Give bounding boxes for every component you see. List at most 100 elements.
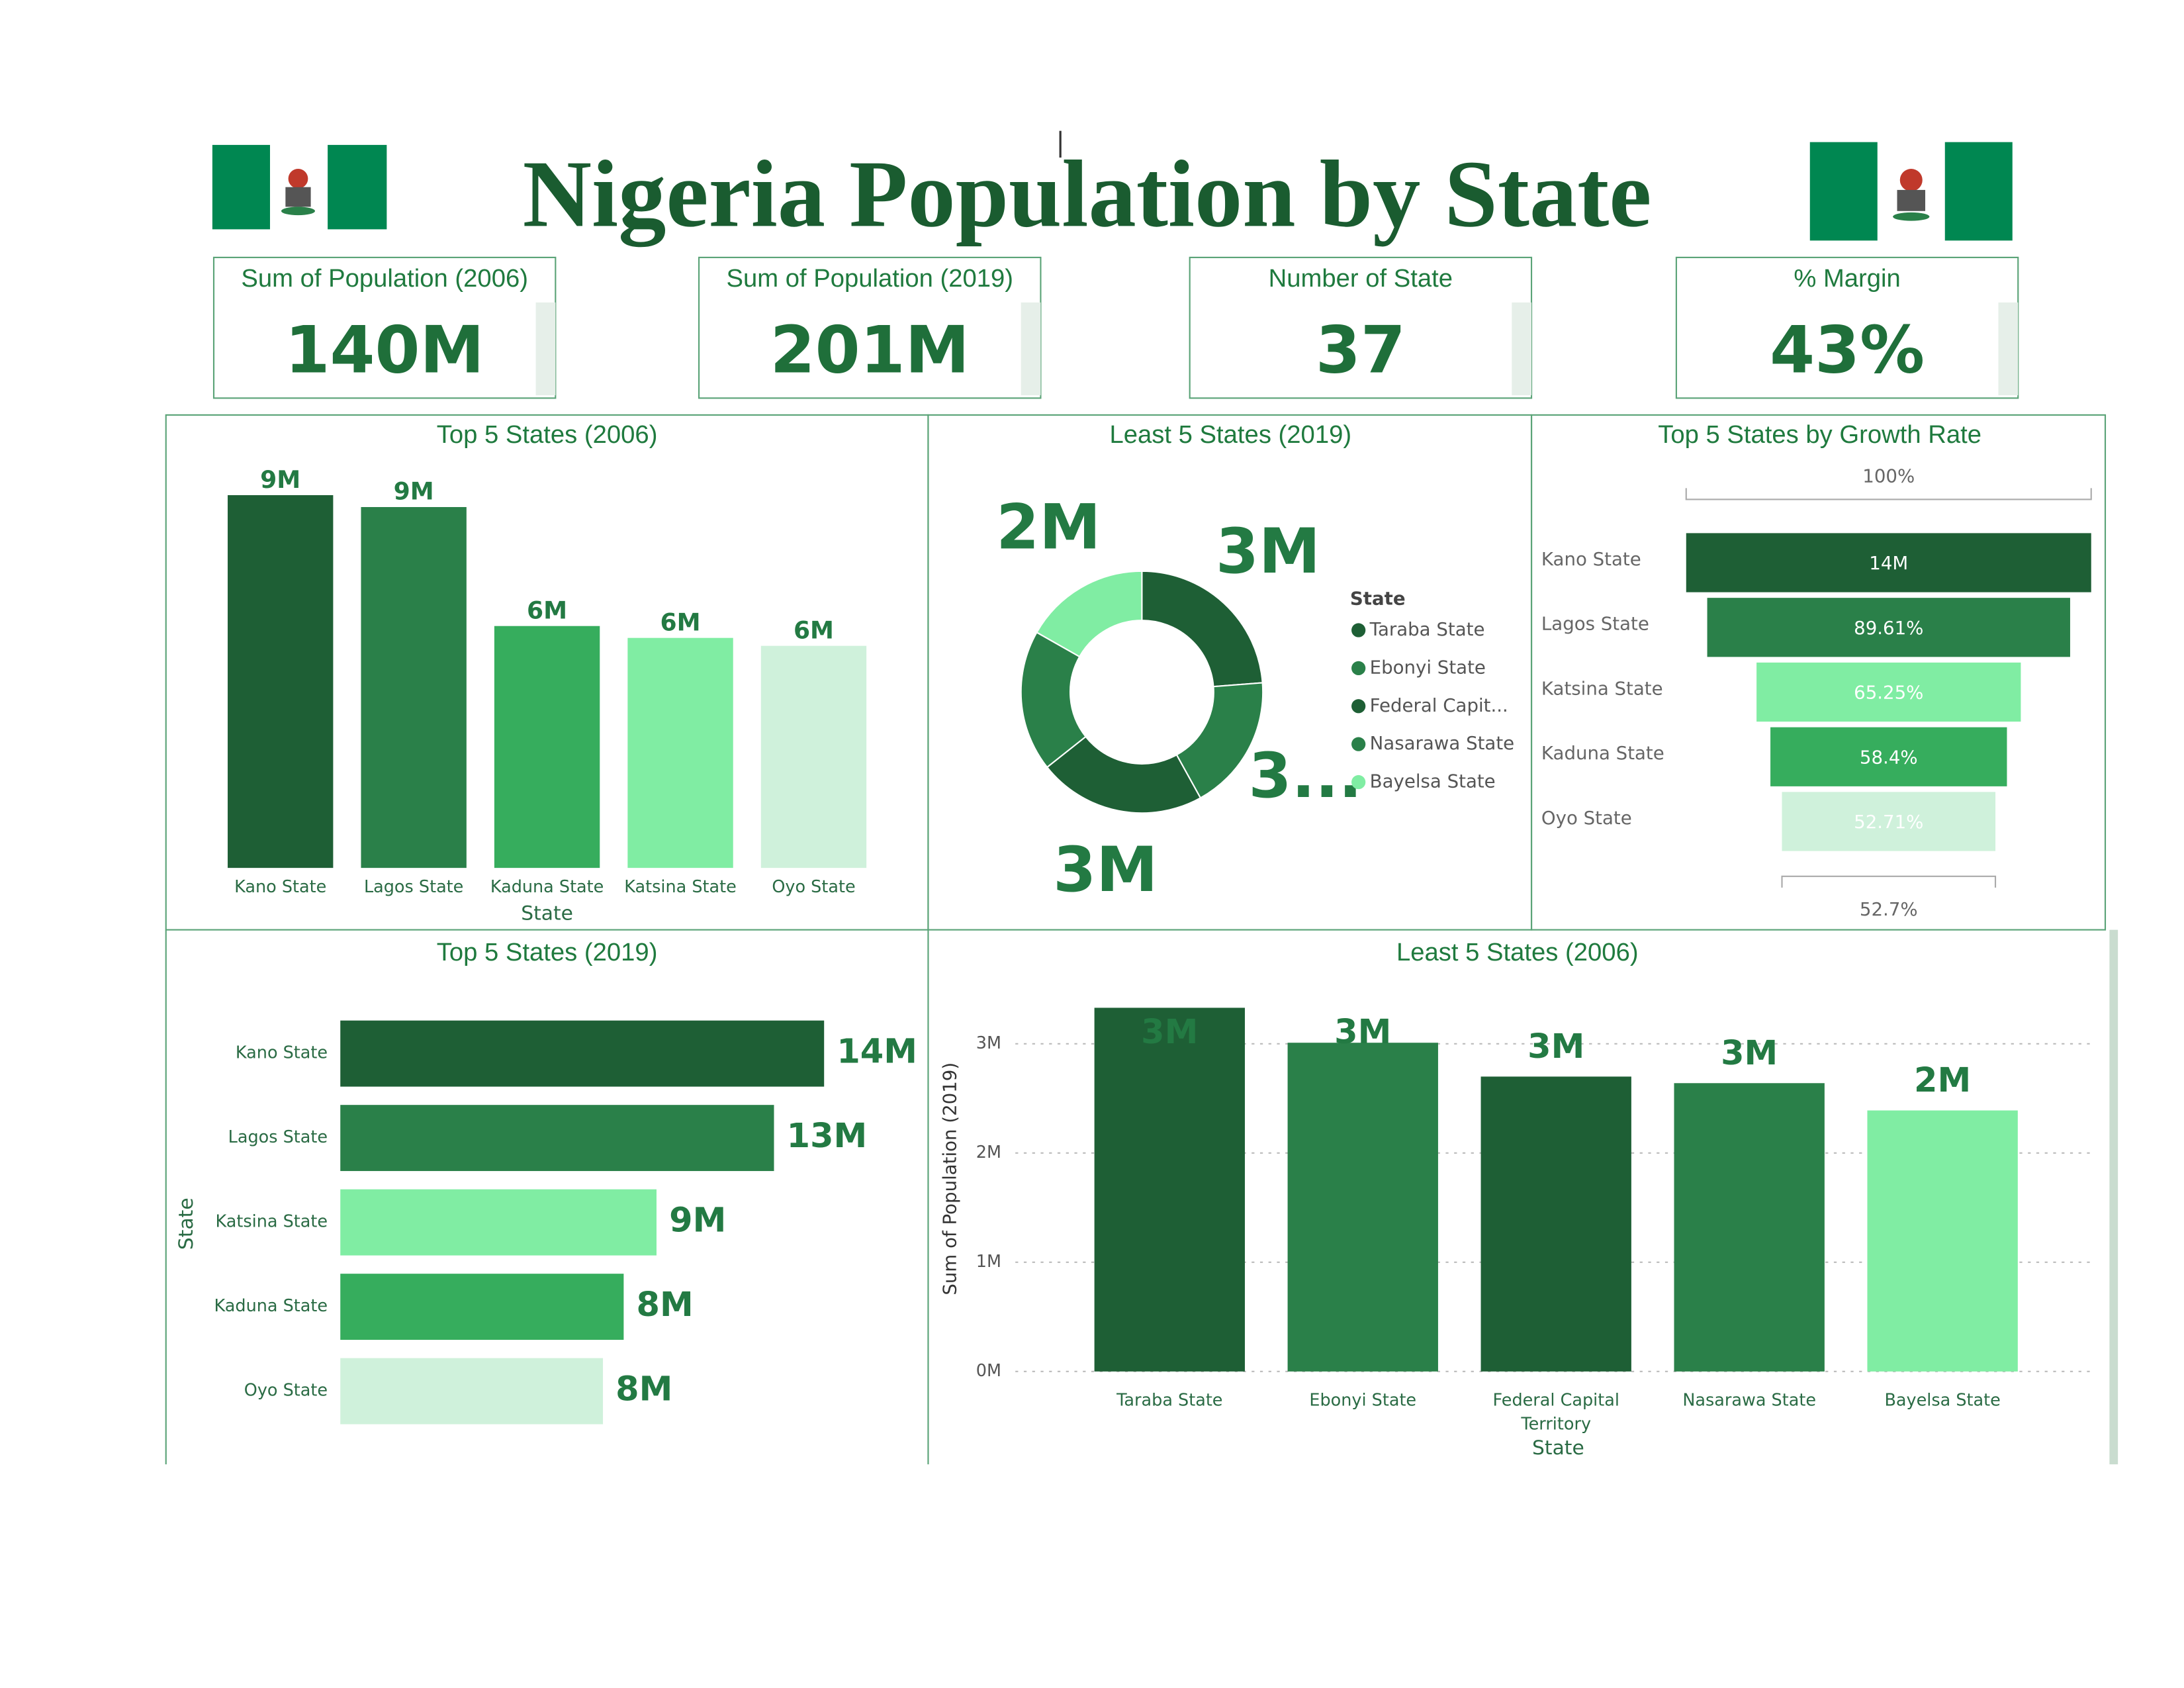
slice-label: 2M bbox=[996, 491, 1101, 563]
legend-marker bbox=[1351, 623, 1366, 637]
bar bbox=[340, 1020, 825, 1087]
bar bbox=[340, 1189, 657, 1256]
x-tick-label: Lagos State bbox=[364, 877, 463, 897]
kpi-label: Number of State bbox=[1269, 264, 1453, 293]
donut-slice bbox=[1141, 570, 1263, 688]
value-label: 9M bbox=[394, 477, 434, 506]
page-title: Nigeria Population by State bbox=[523, 141, 1652, 247]
kpi-card bbox=[212, 256, 557, 399]
category-label: Lagos State bbox=[1541, 613, 1649, 635]
x-tick-label: Katsina State bbox=[624, 877, 737, 897]
y-tick-label: Lagos State bbox=[228, 1127, 328, 1147]
legend-label: Ebonyi State bbox=[1370, 656, 1486, 678]
flag-left bbox=[212, 144, 387, 230]
bar bbox=[1867, 1110, 2018, 1372]
value-label: 8M bbox=[636, 1286, 693, 1325]
y-tick-label: Kano State bbox=[236, 1043, 328, 1063]
bracket-label: 52.7% bbox=[1860, 898, 1918, 920]
y-tick-label: 1M bbox=[976, 1252, 1001, 1272]
chart-title: Least 5 States (2006) bbox=[1396, 938, 1639, 966]
donut-slice bbox=[1020, 631, 1087, 769]
x-tick-label: Taraba State bbox=[1116, 1390, 1222, 1410]
y-axis-title: Sum of Population (2019) bbox=[938, 1062, 960, 1295]
x-tick-label: Kaduna State bbox=[490, 877, 604, 897]
slice-label: 3... bbox=[1249, 740, 1363, 812]
chart-title: Top 5 States (2006) bbox=[437, 420, 658, 449]
value-label: 13M bbox=[787, 1117, 868, 1156]
x-tick-label: Ebonyi State bbox=[1309, 1390, 1416, 1410]
kpi-label: Sum of Population (2019) bbox=[726, 264, 1013, 293]
value-label: 14M bbox=[837, 1033, 917, 1072]
x-tick-label: Oyo State bbox=[772, 877, 855, 897]
funnel-bar bbox=[1756, 662, 2021, 722]
value-label: 6M bbox=[527, 596, 567, 624]
bracket-label: 100% bbox=[1862, 465, 1915, 487]
panels bbox=[165, 414, 2118, 1465]
kpi-shadow bbox=[535, 302, 556, 396]
category-label: Kaduna State bbox=[1541, 742, 1664, 764]
chart-title: Least 5 States (2019) bbox=[1110, 420, 1352, 449]
kpi-card bbox=[1189, 256, 1533, 399]
y-tick-label: 2M bbox=[976, 1143, 1001, 1162]
funnel-bar bbox=[1770, 727, 2007, 786]
legend-marker bbox=[1351, 699, 1366, 714]
category-label: Kano State bbox=[1541, 548, 1641, 570]
legend-label: Nasarawa State bbox=[1370, 732, 1515, 754]
value-label: 58.4% bbox=[1860, 746, 1918, 768]
bracket bbox=[1685, 488, 2092, 500]
bar bbox=[340, 1274, 624, 1340]
kpi-shadow bbox=[1998, 302, 2019, 396]
x-axis-title: State bbox=[521, 902, 573, 925]
bar bbox=[627, 637, 733, 868]
flag-right bbox=[1809, 142, 2013, 241]
donut-slice bbox=[1036, 570, 1143, 658]
legend-marker bbox=[1351, 737, 1366, 751]
value-label: 14M bbox=[1869, 552, 1908, 574]
funnel-bar bbox=[1782, 792, 1996, 851]
legend-title: State bbox=[1350, 587, 1406, 609]
kpi-card bbox=[698, 256, 1042, 399]
category-label: Katsina State bbox=[1541, 677, 1663, 699]
bar bbox=[340, 1358, 604, 1425]
bar bbox=[1480, 1076, 1631, 1372]
value-label: 3M bbox=[1527, 1027, 1584, 1066]
kpi-shadow bbox=[1512, 302, 1532, 396]
value-label: 9M bbox=[260, 465, 300, 494]
legend-marker bbox=[1351, 774, 1366, 790]
y-axis-title: State bbox=[175, 1197, 198, 1250]
value-label: 3M bbox=[1334, 1013, 1391, 1052]
bar bbox=[1094, 1008, 1245, 1372]
value-label: 3M bbox=[1721, 1034, 1778, 1073]
value-label: 6M bbox=[660, 608, 701, 636]
value-label: 6M bbox=[794, 616, 834, 644]
value-label: 3M bbox=[1141, 1013, 1198, 1052]
bar bbox=[760, 645, 867, 868]
legend-marker bbox=[1351, 661, 1366, 676]
x-tick-label: Bayelsa State bbox=[1884, 1390, 2000, 1410]
chart-title: Top 5 States by Growth Rate bbox=[1658, 420, 1981, 449]
value-label: 65.25% bbox=[1854, 682, 1923, 704]
category-label: Oyo State bbox=[1541, 807, 1632, 829]
kpi-shadow bbox=[1021, 302, 1041, 396]
value-label: 89.61% bbox=[1854, 617, 1923, 639]
slice-label: 3M bbox=[1216, 516, 1320, 588]
legend-label: Taraba State bbox=[1369, 618, 1485, 640]
value-label: 2M bbox=[1914, 1061, 1971, 1100]
kpi-value: 140M bbox=[285, 312, 484, 388]
y-tick-label: 0M bbox=[976, 1361, 1001, 1381]
y-tick-label: 3M bbox=[976, 1033, 1001, 1053]
bar bbox=[1287, 1043, 1438, 1372]
bar bbox=[340, 1105, 774, 1172]
bar bbox=[494, 626, 600, 868]
bar bbox=[361, 506, 467, 868]
x-tick-label: Nasarawa State bbox=[1682, 1390, 1816, 1410]
value-label: 8M bbox=[615, 1370, 672, 1409]
kpi-label: % Margin bbox=[1794, 264, 1901, 293]
funnel-bar bbox=[1686, 533, 2091, 592]
y-tick-label: Katsina State bbox=[216, 1212, 328, 1232]
y-tick-label: Kaduna State bbox=[214, 1296, 328, 1316]
value-label: 52.71% bbox=[1854, 811, 1923, 833]
bar bbox=[1674, 1083, 1825, 1372]
kpi-value: 43% bbox=[1770, 312, 1925, 388]
